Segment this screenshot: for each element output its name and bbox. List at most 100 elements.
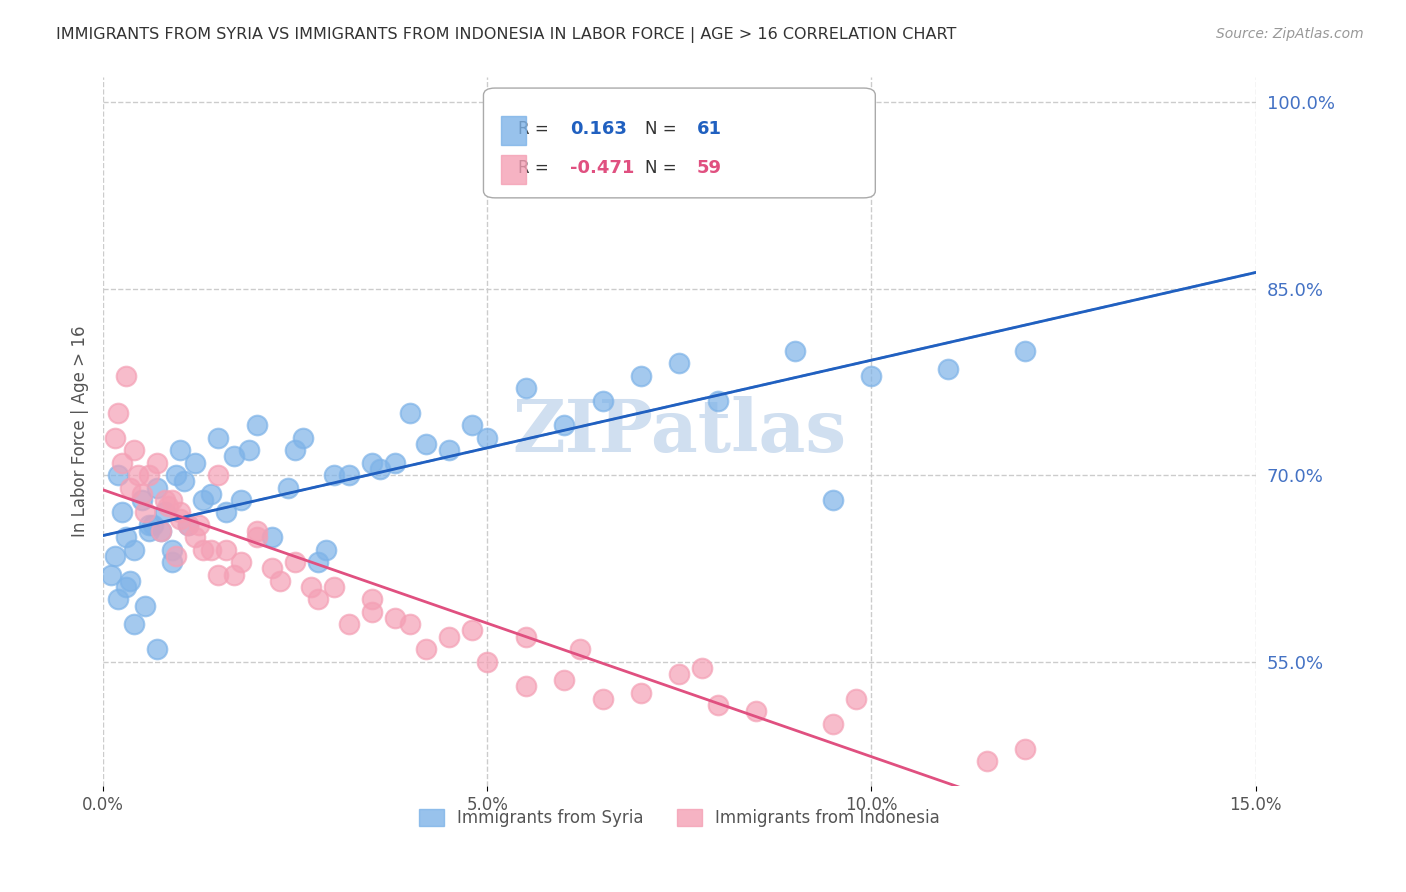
Point <box>231 492 253 507</box>
Point <box>860 368 883 383</box>
Point <box>207 468 229 483</box>
Point <box>936 362 959 376</box>
Point <box>284 555 307 569</box>
Point <box>515 381 537 395</box>
Point <box>361 592 384 607</box>
Bar <box>501 155 526 184</box>
Text: 61: 61 <box>697 120 721 138</box>
Legend: Immigrants from Syria, Immigrants from Indonesia: Immigrants from Syria, Immigrants from I… <box>412 803 946 834</box>
Point <box>307 592 329 607</box>
Point <box>191 542 214 557</box>
FancyBboxPatch shape <box>484 88 876 198</box>
Point <box>337 468 360 483</box>
Point <box>399 617 422 632</box>
Point <box>215 542 238 557</box>
Text: -0.471: -0.471 <box>569 159 634 177</box>
Point <box>162 492 184 507</box>
Point <box>118 574 141 588</box>
Y-axis label: In Labor Force | Age > 16: In Labor Force | Age > 16 <box>72 326 89 537</box>
Point <box>415 437 437 451</box>
Point <box>630 685 652 699</box>
Point <box>184 456 207 470</box>
Point <box>368 462 391 476</box>
Point <box>149 524 172 538</box>
Bar <box>501 116 526 145</box>
Point <box>1014 741 1036 756</box>
Point <box>823 492 845 507</box>
Point <box>169 511 191 525</box>
Point <box>322 468 344 483</box>
Text: R =: R = <box>517 159 548 177</box>
Point <box>437 443 460 458</box>
Point <box>131 492 153 507</box>
Point <box>138 524 160 538</box>
Point <box>115 368 138 383</box>
Point <box>184 530 207 544</box>
Point <box>107 592 129 607</box>
Point <box>399 406 422 420</box>
Text: Source: ZipAtlas.com: Source: ZipAtlas.com <box>1216 27 1364 41</box>
Point <box>845 691 868 706</box>
Point <box>361 605 384 619</box>
Text: N =: N = <box>645 159 676 177</box>
Point <box>176 517 198 532</box>
Text: ZIPatlas: ZIPatlas <box>512 396 846 467</box>
Point <box>165 549 187 563</box>
Point <box>707 698 730 712</box>
Point <box>222 450 245 464</box>
Point <box>461 418 484 433</box>
Point <box>122 443 145 458</box>
Point <box>215 505 238 519</box>
Point <box>361 456 384 470</box>
Point <box>477 431 499 445</box>
Point <box>322 580 344 594</box>
Text: 59: 59 <box>697 159 721 177</box>
Text: IMMIGRANTS FROM SYRIA VS IMMIGRANTS FROM INDONESIA IN LABOR FORCE | AGE > 16 COR: IMMIGRANTS FROM SYRIA VS IMMIGRANTS FROM… <box>56 27 956 43</box>
Point <box>783 343 806 358</box>
Point <box>146 481 169 495</box>
Point <box>200 487 222 501</box>
Point <box>384 456 406 470</box>
Point <box>134 505 156 519</box>
Point <box>1014 343 1036 358</box>
Point <box>162 542 184 557</box>
Point <box>668 667 690 681</box>
Point <box>299 580 322 594</box>
Point <box>165 468 187 483</box>
Point <box>176 517 198 532</box>
Point <box>207 431 229 445</box>
Point <box>692 661 714 675</box>
Text: 0.163: 0.163 <box>569 120 627 138</box>
Point <box>169 443 191 458</box>
Point <box>745 704 768 718</box>
Point <box>100 567 122 582</box>
Point <box>262 561 284 575</box>
Point <box>111 505 134 519</box>
Point <box>262 530 284 544</box>
Point <box>823 716 845 731</box>
Point <box>173 475 195 489</box>
Point <box>553 673 575 688</box>
Point <box>104 549 127 563</box>
Point <box>707 393 730 408</box>
Point <box>668 356 690 370</box>
Text: N =: N = <box>645 120 676 138</box>
Point <box>138 468 160 483</box>
Point <box>149 524 172 538</box>
Point <box>153 492 176 507</box>
Point <box>127 468 149 483</box>
Point <box>415 642 437 657</box>
Point <box>162 555 184 569</box>
Point <box>269 574 291 588</box>
Point <box>118 481 141 495</box>
Point <box>461 624 484 638</box>
Point <box>138 517 160 532</box>
Point <box>188 517 211 532</box>
Point <box>146 456 169 470</box>
Point <box>246 524 269 538</box>
Point <box>592 393 614 408</box>
Point <box>437 630 460 644</box>
Point <box>131 487 153 501</box>
Point <box>277 481 299 495</box>
Point <box>976 754 998 768</box>
